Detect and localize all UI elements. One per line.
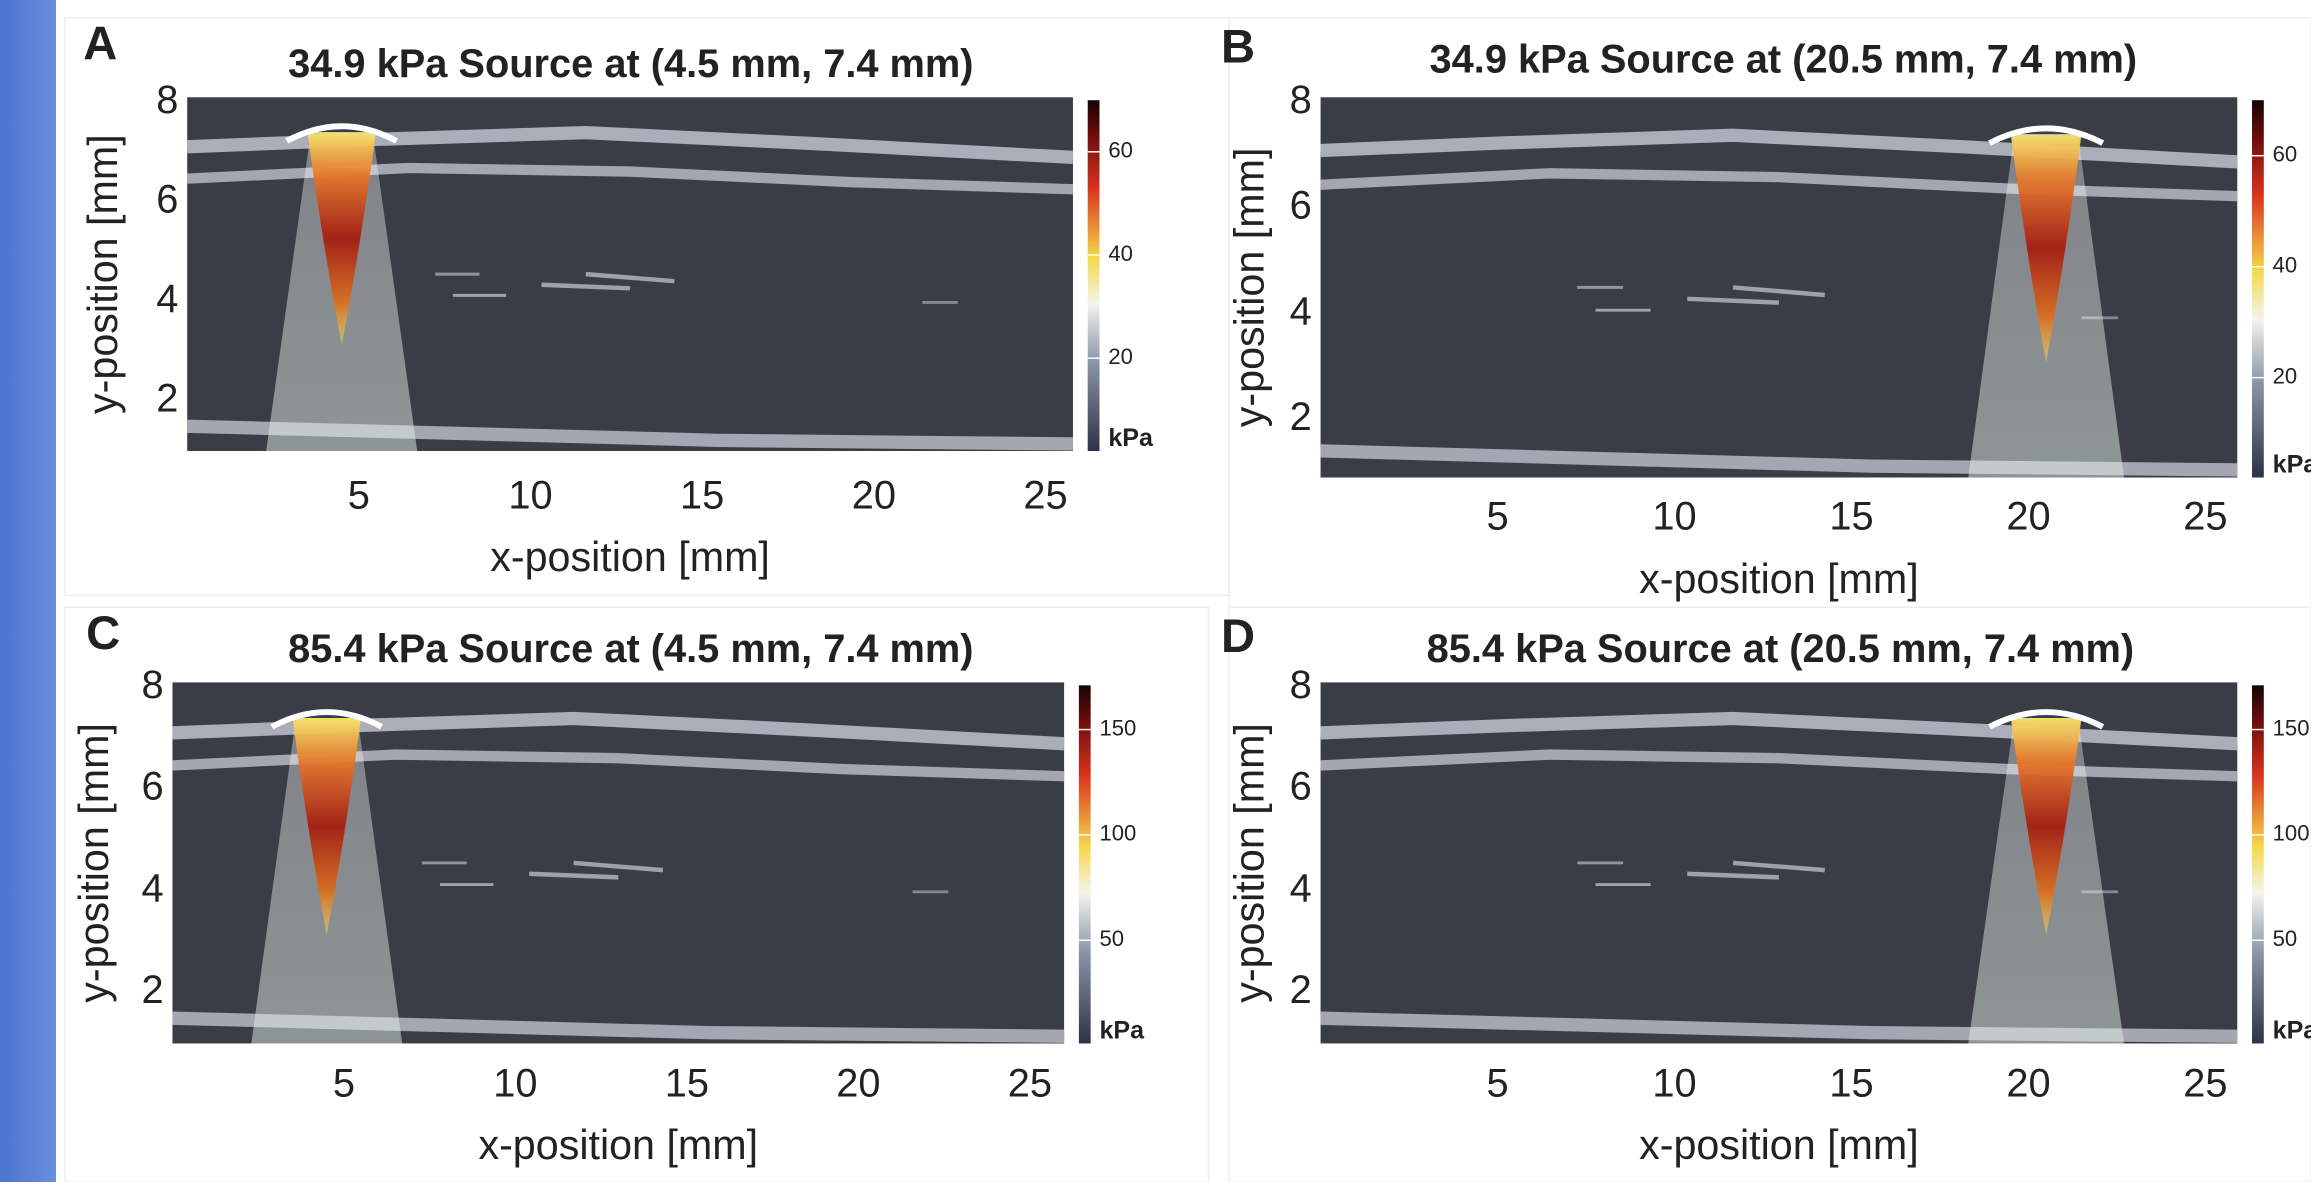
- colorbar-label: kPa: [1108, 424, 1154, 452]
- chart-title: 34.9 kPa Source at (4.5 mm, 7.4 mm): [288, 42, 973, 86]
- x-tick-label: 5: [348, 474, 370, 518]
- beam-focus: [307, 132, 377, 345]
- colorbar-tick-label: 40: [1108, 241, 1133, 266]
- x-axis-label: x-position [mm]: [490, 534, 770, 580]
- x-tick-label: 15: [1829, 1062, 1873, 1106]
- colorbar-tick-label: 50: [2273, 926, 2298, 951]
- y-tick-label: 4: [141, 866, 163, 910]
- y-tick-label: 2: [1290, 968, 1312, 1012]
- panel-letter: A: [83, 17, 117, 70]
- y-axis-label: y-position [mm]: [71, 723, 117, 1003]
- x-tick-label: 10: [508, 474, 552, 518]
- x-tick-label: 25: [2183, 494, 2227, 538]
- x-tick-label: 20: [2006, 1062, 2050, 1106]
- tissue-layer: [585, 271, 675, 284]
- colorbar-tick-label: 100: [2273, 821, 2310, 846]
- y-tick-label: 2: [156, 377, 178, 421]
- y-axis-label: y-position [mm]: [1227, 723, 1273, 1003]
- y-tick-label: 6: [1290, 765, 1312, 809]
- x-tick-label: 25: [1008, 1062, 1052, 1106]
- colorbar-label: kPa: [2273, 450, 2311, 478]
- x-tick-label: 5: [1486, 494, 1508, 538]
- transducer-arc: [1988, 709, 2105, 730]
- y-tick-label: 8: [141, 663, 163, 707]
- y-tick-label: 2: [141, 968, 163, 1012]
- colorbar-tick-label: 40: [2273, 253, 2298, 278]
- y-tick-label: 4: [156, 277, 178, 321]
- panel-letter: D: [1221, 609, 1255, 662]
- y-tick-label: 6: [1290, 184, 1312, 228]
- beam-focus: [2010, 134, 2082, 363]
- y-tick-label: 4: [1290, 289, 1312, 333]
- colorbar: [2252, 685, 2264, 1044]
- colorbar-tick-label: 150: [2273, 715, 2310, 740]
- y-tick-label: 8: [1290, 78, 1312, 122]
- x-tick-label: 15: [665, 1062, 709, 1106]
- x-axis-label: x-position [mm]: [1639, 556, 1919, 602]
- y-tick-label: 6: [156, 177, 178, 221]
- colorbar: [1087, 100, 1100, 451]
- y-tick-label: 6: [141, 765, 163, 809]
- colorbar-tick-label: 20: [1108, 344, 1133, 369]
- tissue-layer: [529, 871, 619, 880]
- colorbar-label: kPa: [2273, 1016, 2311, 1044]
- x-tick-label: 20: [836, 1062, 880, 1106]
- panel: 5 10 15 20 25 2 4 6 8 x-position [mm] y-position […: [1221, 606, 2311, 1182]
- panel-letter: C: [86, 606, 120, 659]
- y-axis-label: y-position [mm]: [80, 134, 126, 414]
- x-tick-label: 10: [1652, 1062, 1696, 1106]
- colorbar-tick-label: 20: [2273, 363, 2298, 388]
- colorbar-tick-label: 100: [1099, 821, 1136, 846]
- x-axis-label: x-position [mm]: [478, 1122, 758, 1168]
- side-strip: [0, 0, 57, 1182]
- panel: 5 10 15 20 25 2 4 6 8 x-position [mm] y-position […: [64, 606, 1210, 1182]
- tissue-layer: [573, 860, 664, 873]
- x-tick-label: 15: [1829, 494, 1873, 538]
- y-tick-label: 8: [156, 78, 178, 122]
- chart-title: 85.4 kPa Source at (20.5 mm, 7.4 mm): [1427, 627, 2135, 671]
- panel-frame: [64, 606, 1210, 1182]
- x-tick-label: 25: [1023, 474, 1067, 518]
- y-tick-label: 8: [1290, 663, 1312, 707]
- colorbar-tick-label: 50: [1099, 926, 1124, 951]
- tissue-layer: [541, 282, 631, 291]
- transducer-arc: [270, 709, 384, 730]
- tissue-layer: [1687, 296, 1780, 305]
- y-axis-label: y-position [mm]: [1227, 148, 1273, 428]
- colorbar-label: kPa: [1099, 1016, 1145, 1044]
- colorbar-tick-label: 150: [1099, 715, 1136, 740]
- beam-focus: [2010, 717, 2082, 935]
- tissue-layer: [1732, 860, 1825, 873]
- chart-title: 85.4 kPa Source at (4.5 mm, 7.4 mm): [288, 627, 973, 671]
- colorbar-tick-label: 60: [1108, 138, 1133, 163]
- tissue-layer: [186, 126, 1074, 165]
- x-tick-label: 10: [1652, 494, 1696, 538]
- x-tick-label: 5: [333, 1062, 355, 1106]
- transducer-arc: [1988, 125, 2105, 146]
- panel: 5 10 15 20 25 2 4 6 8 x-position [mm] y-position […: [1221, 16, 2311, 608]
- x-tick-label: 10: [493, 1062, 537, 1106]
- x-tick-label: 15: [680, 474, 724, 518]
- y-tick-label: 4: [1290, 866, 1312, 910]
- x-tick-label: 5: [1486, 1062, 1508, 1106]
- x-tick-label: 25: [2183, 1062, 2227, 1106]
- chart-title: 34.9 kPa Source at (20.5 mm, 7.4 mm): [1430, 37, 2138, 81]
- colorbar-tick-label: 60: [2273, 142, 2298, 167]
- tissue-layer: [172, 711, 1065, 751]
- transducer-arc: [285, 123, 399, 144]
- colorbar: [2252, 100, 2264, 478]
- y-tick-label: 2: [1290, 395, 1312, 439]
- beam-focus: [292, 717, 362, 935]
- x-axis-label: x-position [mm]: [1639, 1122, 1919, 1168]
- panel-letter: B: [1221, 20, 1255, 73]
- tissue-layer: [1687, 871, 1780, 880]
- x-tick-label: 20: [2006, 494, 2050, 538]
- panel: 5 10 15 20 25 2 4 6 8 x-position [mm] y-position […: [64, 17, 1230, 597]
- tissue-layer: [1732, 285, 1825, 298]
- colorbar: [1078, 685, 1091, 1044]
- x-tick-label: 20: [852, 474, 896, 518]
